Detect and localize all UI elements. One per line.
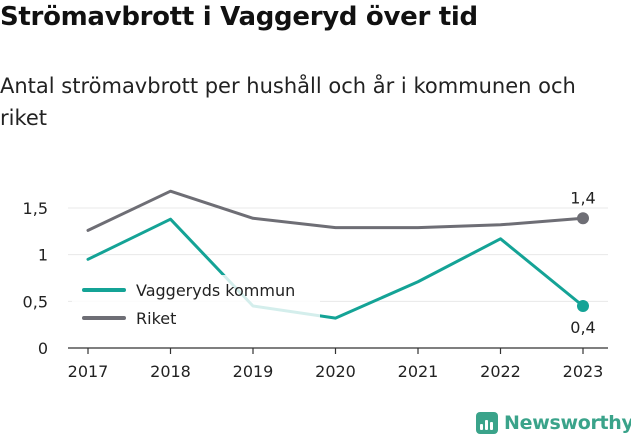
newsworthy-brand[interactable]: Newsworthy xyxy=(476,409,631,437)
legend-label: Vaggeryds kommun xyxy=(136,281,295,300)
series-vaggeryd-line xyxy=(86,217,585,320)
x-tick-label: 2022 xyxy=(480,362,521,381)
x-tick-label: 2018 xyxy=(150,362,191,381)
legend: Vaggeryds kommun Riket xyxy=(72,275,320,333)
axes: 0 0,5 1 1,5 2017 2018 2019 2020 2021 2022 2023 xyxy=(23,199,608,381)
end-label-vaggeryd: 0,4 xyxy=(570,318,595,337)
x-tick-label: 2023 xyxy=(563,362,604,381)
y-tick-label: 1,5 xyxy=(23,199,48,218)
series-riket-line xyxy=(86,189,585,232)
legend-background xyxy=(72,275,320,333)
chart-subtitle: Antal strömavbrott per hushåll och år i … xyxy=(0,74,576,130)
brand-name: Newsworthy xyxy=(504,412,631,434)
data-labels: 1,4 0,4 xyxy=(570,188,595,337)
series-vaggeryd-endpoint xyxy=(577,300,589,312)
x-tick-label: 2021 xyxy=(398,362,439,381)
end-label-riket: 1,4 xyxy=(570,188,595,207)
x-tick-label: 2020 xyxy=(315,362,356,381)
x-tick-label: 2017 xyxy=(68,362,109,381)
y-tick-label: 0 xyxy=(38,339,48,358)
chart-title: Strömavbrott i Vaggeryd över tid xyxy=(0,2,478,32)
x-tick-label: 2019 xyxy=(233,362,274,381)
y-tick-label: 0,5 xyxy=(23,292,48,311)
y-tick-label: 1 xyxy=(38,246,48,265)
series-riket-endpoint xyxy=(577,212,589,225)
bar-chart-logo-icon xyxy=(476,412,498,434)
legend-label: Riket xyxy=(136,309,176,328)
series-lines xyxy=(86,189,589,320)
